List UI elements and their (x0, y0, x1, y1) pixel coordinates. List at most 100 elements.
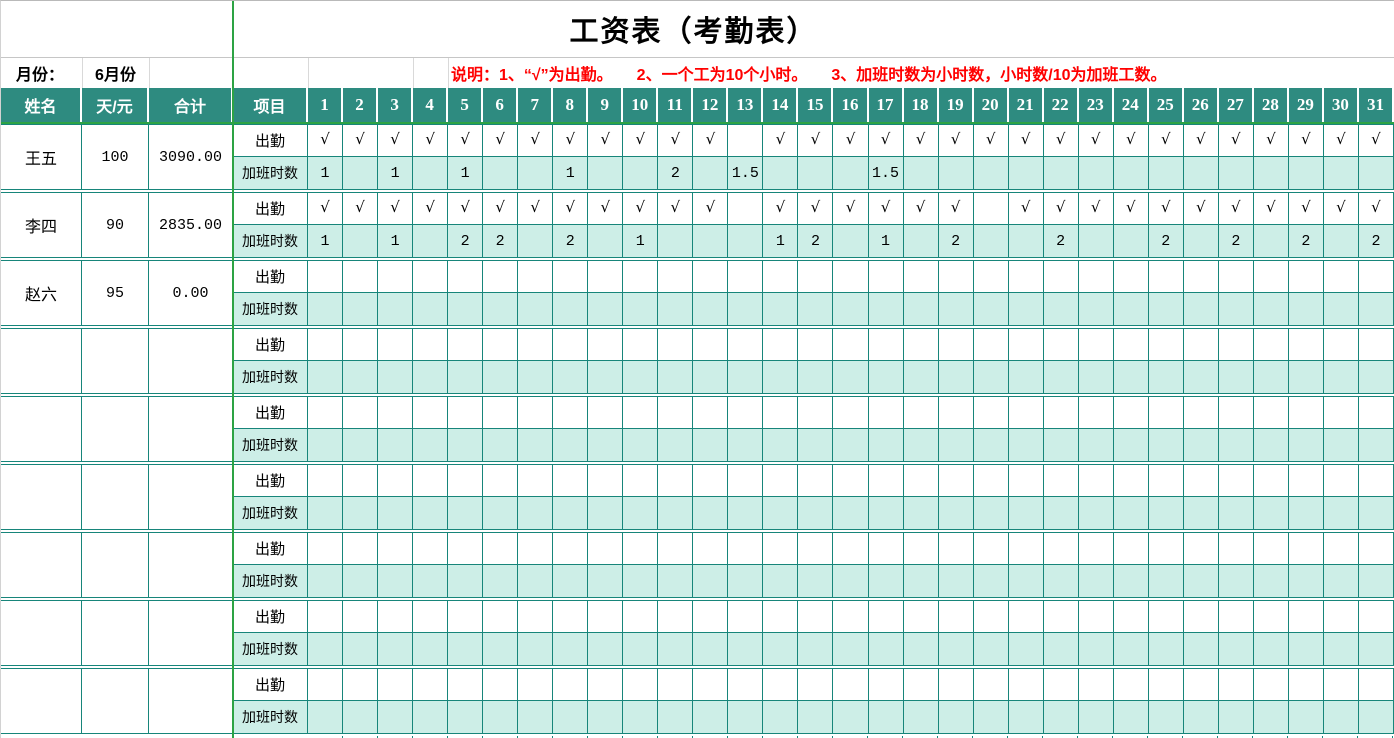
overtime-cell[interactable] (973, 293, 1009, 325)
attendance-cell[interactable] (868, 397, 904, 428)
overtime-cell[interactable]: 2 (658, 157, 694, 189)
day-header-cell[interactable]: 31 (1358, 88, 1394, 122)
attendance-cell[interactable] (483, 533, 519, 564)
attendance-cell[interactable] (973, 533, 1009, 564)
overtime-cell[interactable] (518, 361, 554, 393)
attendance-cell[interactable] (973, 669, 1009, 700)
attendance-cell[interactable] (798, 397, 834, 428)
overtime-label-cell[interactable]: 加班时数 (233, 497, 308, 529)
attendance-cell[interactable] (1043, 669, 1079, 700)
attendance-cell[interactable]: √ (553, 125, 589, 156)
attendance-cell[interactable]: √ (903, 193, 939, 224)
overtime-cell[interactable] (833, 565, 869, 597)
attendance-cell[interactable]: √ (1148, 125, 1184, 156)
attendance-cell[interactable] (1218, 465, 1254, 496)
attendance-cell[interactable] (343, 261, 379, 292)
overtime-cell[interactable] (798, 565, 834, 597)
overtime-cell[interactable] (1078, 497, 1114, 529)
attendance-cell[interactable] (588, 329, 624, 360)
attendance-cell[interactable]: √ (1008, 193, 1044, 224)
overtime-cell[interactable] (1323, 225, 1359, 257)
overtime-cell[interactable] (658, 361, 694, 393)
overtime-cell[interactable] (448, 633, 484, 665)
overtime-cell[interactable] (623, 497, 659, 529)
attendance-cell[interactable] (553, 465, 589, 496)
overtime-cell[interactable] (448, 429, 484, 461)
attendance-cell[interactable] (728, 329, 764, 360)
attendance-label-cell[interactable]: 出勤 (233, 669, 308, 700)
attendance-cell[interactable] (378, 601, 414, 632)
attendance-cell[interactable] (798, 465, 834, 496)
overtime-cell[interactable] (343, 565, 379, 597)
overtime-cell[interactable] (413, 225, 449, 257)
attendance-cell[interactable]: √ (1253, 193, 1289, 224)
overtime-cell[interactable] (693, 293, 729, 325)
overtime-cell[interactable] (343, 429, 379, 461)
attendance-cell[interactable] (413, 465, 449, 496)
overtime-cell[interactable] (658, 565, 694, 597)
overtime-cell[interactable]: 2 (448, 225, 484, 257)
day-header-cell[interactable]: 8 (553, 88, 589, 122)
overtime-cell[interactable] (588, 633, 624, 665)
attendance-cell[interactable]: √ (763, 125, 799, 156)
overtime-cell[interactable] (623, 361, 659, 393)
attendance-cell[interactable] (658, 465, 694, 496)
attendance-cell[interactable] (1113, 601, 1149, 632)
attendance-cell[interactable] (973, 465, 1009, 496)
overtime-cell[interactable] (553, 633, 589, 665)
attendance-cell[interactable] (343, 329, 379, 360)
overtime-cell[interactable] (1148, 701, 1184, 733)
day-header-cell[interactable]: 19 (938, 88, 974, 122)
overtime-cell[interactable] (833, 293, 869, 325)
overtime-cell[interactable]: 1 (308, 225, 344, 257)
attendance-cell[interactable] (833, 329, 869, 360)
attendance-cell[interactable]: √ (448, 193, 484, 224)
attendance-cell[interactable] (483, 397, 519, 428)
attendance-cell[interactable] (693, 397, 729, 428)
attendance-cell[interactable] (693, 261, 729, 292)
attendance-cell[interactable] (1218, 601, 1254, 632)
attendance-cell[interactable]: √ (833, 125, 869, 156)
attendance-cell[interactable] (833, 261, 869, 292)
overtime-cell[interactable]: 2 (798, 225, 834, 257)
overtime-cell[interactable] (868, 497, 904, 529)
overtime-cell[interactable] (1008, 565, 1044, 597)
attendance-cell[interactable]: √ (798, 193, 834, 224)
overtime-cell[interactable] (623, 565, 659, 597)
attendance-cell[interactable] (1358, 465, 1394, 496)
overtime-cell[interactable] (308, 701, 344, 733)
attendance-cell[interactable]: √ (693, 193, 729, 224)
attendance-cell[interactable]: √ (1358, 193, 1394, 224)
attendance-cell[interactable]: √ (973, 125, 1009, 156)
attendance-cell[interactable] (798, 329, 834, 360)
overtime-cell[interactable] (1358, 565, 1394, 597)
overtime-cell[interactable] (413, 293, 449, 325)
overtime-cell[interactable] (1253, 429, 1289, 461)
overtime-cell[interactable] (308, 293, 344, 325)
attendance-cell[interactable] (623, 261, 659, 292)
attendance-cell[interactable]: √ (1113, 193, 1149, 224)
overtime-cell[interactable] (1148, 633, 1184, 665)
attendance-cell[interactable] (868, 601, 904, 632)
overtime-cell[interactable] (553, 293, 589, 325)
header-rate[interactable]: 天/元 (82, 88, 149, 122)
overtime-cell[interactable] (518, 293, 554, 325)
overtime-cell[interactable] (553, 361, 589, 393)
overtime-cell[interactable] (903, 293, 939, 325)
overtime-cell[interactable] (1148, 497, 1184, 529)
overtime-cell[interactable] (413, 429, 449, 461)
overtime-cell[interactable] (623, 429, 659, 461)
attendance-cell[interactable]: √ (413, 125, 449, 156)
overtime-cell[interactable] (728, 701, 764, 733)
overtime-cell[interactable] (518, 633, 554, 665)
overtime-cell[interactable] (483, 293, 519, 325)
attendance-cell[interactable] (413, 329, 449, 360)
overtime-cell[interactable] (343, 157, 379, 189)
attendance-cell[interactable]: √ (1358, 125, 1394, 156)
overtime-cell[interactable] (1113, 633, 1149, 665)
overtime-cell[interactable] (763, 497, 799, 529)
overtime-cell[interactable] (1288, 497, 1324, 529)
attendance-cell[interactable] (1358, 601, 1394, 632)
overtime-cell[interactable] (1078, 701, 1114, 733)
attendance-cell[interactable] (1078, 669, 1114, 700)
